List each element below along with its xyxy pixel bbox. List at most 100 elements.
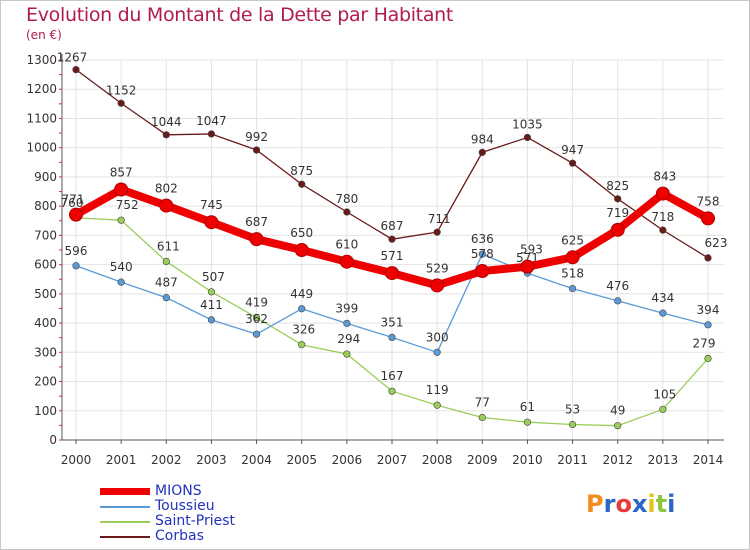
- data-label-saint-priest: 279: [693, 336, 716, 350]
- x-tick-label: 2005: [286, 453, 317, 467]
- y-tick-label: 1100: [26, 111, 57, 125]
- data-point-mions: [430, 278, 445, 293]
- data-label-toussieu: 596: [65, 244, 88, 258]
- data-label-toussieu: 487: [155, 276, 178, 290]
- data-point-corbas: [72, 66, 80, 74]
- data-label-toussieu: 411: [200, 298, 223, 312]
- proxiti-logo: Proxiti: [586, 490, 675, 518]
- data-point-toussieu: [568, 284, 577, 293]
- legend-item-toussieu: Toussieu: [100, 499, 300, 514]
- x-tick-label: 2001: [106, 453, 137, 467]
- data-point-saint-priest: [388, 387, 396, 395]
- data-point-corbas: [207, 130, 216, 138]
- data-label-saint-priest: 119: [426, 383, 449, 397]
- legend-label-toussieu: Toussieu: [155, 498, 215, 514]
- data-label-corbas: 875: [290, 164, 313, 178]
- y-tick-label: 200: [34, 375, 57, 389]
- data-label-corbas: 1047: [196, 114, 227, 128]
- legend-label-saint-priest: Saint-Priest: [155, 513, 236, 529]
- x-tick-label: 2009: [467, 453, 498, 467]
- data-point-mions: [655, 186, 670, 201]
- data-point-corbas: [252, 146, 261, 154]
- data-label-saint-priest: 77: [475, 395, 490, 409]
- data-label-mions: 758: [697, 194, 720, 208]
- data-label-corbas: 947: [561, 143, 584, 157]
- data-point-toussieu: [343, 319, 351, 327]
- plot-area: [62, 60, 724, 440]
- data-label-toussieu: 434: [651, 291, 674, 305]
- x-tick-label: 2010: [512, 453, 543, 467]
- data-point-saint-priest: [298, 341, 306, 349]
- x-tick-label: 2012: [602, 453, 633, 467]
- legend-label-corbas: Corbas: [155, 528, 204, 544]
- data-point-mions: [294, 243, 309, 257]
- data-point-mions: [520, 259, 535, 274]
- data-point-corbas: [614, 195, 622, 203]
- data-label-mions: 745: [200, 198, 223, 212]
- data-point-saint-priest: [659, 405, 667, 413]
- y-tick-label: 800: [34, 199, 57, 213]
- data-point-toussieu: [388, 333, 396, 342]
- legend-swatch-toussieu: [100, 506, 150, 508]
- data-label-corbas: 687: [381, 219, 404, 233]
- legend-swatch-saint-priest: [100, 521, 150, 523]
- data-point-saint-priest: [614, 422, 622, 430]
- data-point-saint-priest: [252, 313, 261, 322]
- data-point-saint-priest: [117, 216, 125, 224]
- y-tick-label: 1000: [26, 141, 57, 155]
- y-tick-label: 700: [34, 228, 57, 242]
- data-point-corbas: [162, 131, 170, 139]
- data-label-mions: 687: [245, 215, 268, 229]
- data-point-saint-priest: [207, 288, 216, 296]
- data-label-mions: 857: [110, 165, 133, 179]
- x-tick-label: 2007: [377, 453, 408, 467]
- data-label-toussieu: 399: [335, 301, 358, 315]
- data-point-corbas: [704, 254, 712, 262]
- data-point-toussieu: [117, 278, 125, 286]
- data-label-corbas: 1152: [106, 83, 137, 97]
- data-label-toussieu: 540: [110, 260, 133, 274]
- data-point-corbas: [433, 228, 441, 236]
- logo-letter: i: [647, 490, 656, 518]
- data-label-mions: 529: [426, 261, 449, 275]
- data-label-mions: 843: [653, 170, 676, 184]
- data-point-corbas: [343, 208, 351, 216]
- data-point-toussieu: [704, 321, 712, 329]
- chart-title: Evolution du Montant de la Dette par Hab…: [26, 4, 454, 26]
- data-label-saint-priest: 49: [610, 404, 625, 418]
- data-point-saint-priest: [433, 401, 441, 409]
- data-label-corbas: 825: [606, 179, 629, 193]
- legend-swatch-mions: [100, 488, 150, 495]
- data-label-toussieu: 636: [471, 232, 494, 246]
- data-point-mions: [385, 266, 399, 281]
- y-tick-label: 1200: [26, 82, 57, 96]
- legend: MIONS Toussieu Saint-Priest Corbas: [100, 484, 300, 544]
- legend-label-mions: MIONS: [155, 483, 202, 499]
- x-tick-label: 2008: [422, 453, 453, 467]
- x-tick-label: 2011: [557, 453, 588, 467]
- data-label-corbas: 1035: [512, 117, 543, 131]
- data-label-mions: 802: [155, 182, 178, 196]
- data-point-mions: [114, 182, 129, 197]
- data-label-toussieu: 362: [245, 312, 268, 326]
- legend-swatch-corbas: [100, 536, 150, 538]
- x-tick-label: 2002: [151, 453, 182, 467]
- data-label-saint-priest: 611: [157, 239, 180, 253]
- data-point-mions: [475, 264, 490, 279]
- data-label-toussieu: 476: [606, 279, 629, 293]
- unit-label: (en €): [26, 28, 62, 42]
- data-point-toussieu: [298, 305, 306, 313]
- data-label-mions: 610: [335, 238, 358, 252]
- data-label-corbas: 984: [471, 132, 494, 146]
- data-label-saint-priest: 105: [653, 387, 676, 401]
- legend-item-saint-priest: Saint-Priest: [100, 514, 300, 529]
- x-tick-label: 2006: [332, 453, 363, 467]
- data-point-mions: [204, 215, 219, 230]
- data-point-toussieu: [252, 330, 261, 338]
- data-point-saint-priest: [568, 420, 577, 429]
- data-label-corbas: 1044: [151, 115, 182, 129]
- data-label-corbas: 992: [245, 130, 268, 144]
- data-label-toussieu: 518: [561, 267, 584, 281]
- data-label-saint-priest: 752: [116, 198, 139, 212]
- data-point-mions: [159, 198, 174, 213]
